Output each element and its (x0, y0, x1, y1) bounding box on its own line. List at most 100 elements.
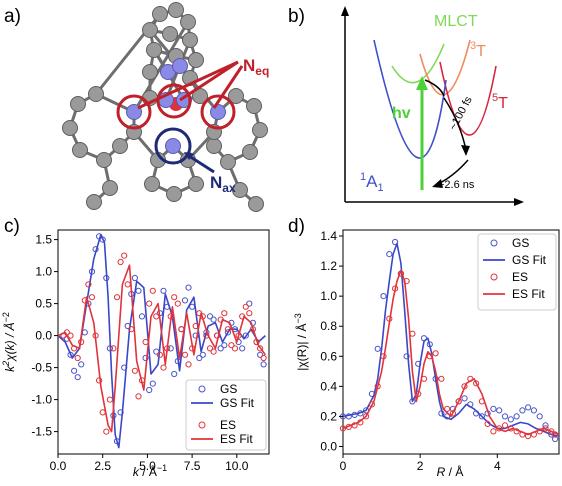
legend-box (185, 379, 267, 451)
data-point (138, 313, 146, 320)
data-point (260, 354, 267, 362)
coordinate-axis-arrow (514, 198, 524, 206)
data-point (473, 380, 480, 387)
data-point (99, 409, 106, 416)
molecule-structure (62, 2, 268, 212)
data-point (536, 413, 543, 420)
quintet-curve (439, 61, 497, 136)
x-tick-label: 0.0 (50, 459, 67, 473)
legend-label: ES Fit (512, 287, 545, 301)
carbon-atom (246, 98, 262, 114)
x-tick-label: 5.0 (139, 459, 156, 473)
data-point (339, 425, 347, 432)
legend-marker (198, 385, 206, 393)
carbon-atom (142, 22, 158, 38)
carbon-atom (152, 6, 168, 22)
carbon-atom (188, 52, 204, 68)
ylabel-d: |χ(R)| / Å−3 (293, 313, 309, 370)
carbon-atom (146, 42, 162, 58)
y-tick-label: 0.4 (320, 379, 337, 393)
x-tick-label: 7.5 (184, 459, 201, 473)
carbon-atom (242, 144, 258, 160)
legend-box (477, 233, 557, 311)
series-group-c (57, 233, 267, 449)
y-tick-label: 1.4 (320, 229, 337, 243)
x-tick-label: 2 (417, 459, 424, 473)
data-point (525, 404, 532, 411)
data-point (106, 396, 114, 403)
xlabel-d: R / Å (437, 464, 464, 479)
data-point (149, 287, 156, 294)
nitrogen-atom (172, 58, 188, 74)
isc-arrow-fast-2 (443, 97, 467, 151)
carbon-atom (142, 64, 158, 80)
data-point (156, 351, 163, 358)
data-point (74, 374, 81, 381)
data-point (185, 284, 192, 291)
molecule-atoms (62, 2, 268, 212)
slow-timescale-label: ~2.6 ns (438, 179, 475, 191)
data-point (110, 345, 117, 352)
ticks-d: 0 2 4 0.0 0.2 0.4 0.6 0.8 1.0 1.2 1.4 (320, 229, 501, 473)
data-point (392, 238, 399, 246)
energy-axis-arrow (341, 6, 349, 16)
data-point (206, 313, 214, 320)
carbon-atom (180, 14, 196, 30)
x-tick-label: 2.5 (94, 459, 111, 473)
quintet-label: 5T (492, 92, 508, 112)
y-tick-label: 1.5 (35, 233, 52, 247)
energy-level-diagram (341, 6, 524, 206)
data-point (525, 432, 532, 440)
data-point (461, 395, 468, 402)
legend-item: ES (490, 270, 528, 284)
neq-label: Neq (243, 56, 269, 78)
eq-ring-right (200, 94, 236, 130)
data-point (507, 416, 514, 423)
carbon-atom (248, 196, 264, 212)
legend-label: ES Fit (220, 432, 253, 446)
data-point (260, 361, 267, 368)
data-point (135, 287, 142, 294)
data-point (160, 287, 167, 294)
data-point (552, 435, 559, 443)
data-point (519, 407, 526, 414)
data-point (121, 252, 128, 259)
data-point (171, 294, 178, 301)
data-point (246, 300, 253, 307)
excitation-arrowhead (416, 76, 428, 90)
carbon-atom (102, 180, 118, 196)
data-point (257, 351, 264, 358)
legend-marker (490, 273, 498, 281)
ticks-c: 0.0 2.5 5.0 7.5 10.0 -1.5 -1.0 -0.5 0.0 0.5 1.0 1.5 (31, 233, 249, 473)
y-tick-label: 0.2 (320, 409, 337, 423)
mlct-curve (391, 43, 445, 84)
data-point (135, 393, 142, 400)
fast-timescale-label: ~100 fs (447, 94, 475, 132)
legend-item: ES (198, 418, 236, 432)
series-group-d (339, 238, 560, 443)
data-point (67, 332, 74, 339)
legend-label: GS Fit (220, 396, 255, 410)
data-point (78, 361, 85, 368)
ylabel-c: k2χ(k) / Å−2 (1, 312, 17, 372)
legend-label: GS (512, 236, 529, 250)
data-point (117, 258, 124, 266)
nax-label: Nax (210, 173, 236, 195)
y-tick-label: 1.0 (35, 265, 52, 279)
data-point (153, 313, 160, 320)
nax-arrowhead (184, 152, 194, 160)
data-point (455, 398, 462, 405)
ground-state-curve (373, 39, 447, 159)
data-point (542, 422, 549, 429)
series-line (342, 269, 560, 436)
y-tick-label: -1.0 (31, 393, 52, 407)
nitrogen-atom (210, 104, 226, 120)
data-point (501, 413, 509, 420)
neq-pointer-right (212, 65, 244, 109)
data-point (513, 413, 520, 420)
data-point (242, 303, 249, 310)
data-point (174, 300, 181, 307)
data-point (490, 428, 497, 435)
y-tick-label: 0.5 (35, 297, 52, 311)
data-point (246, 310, 253, 317)
